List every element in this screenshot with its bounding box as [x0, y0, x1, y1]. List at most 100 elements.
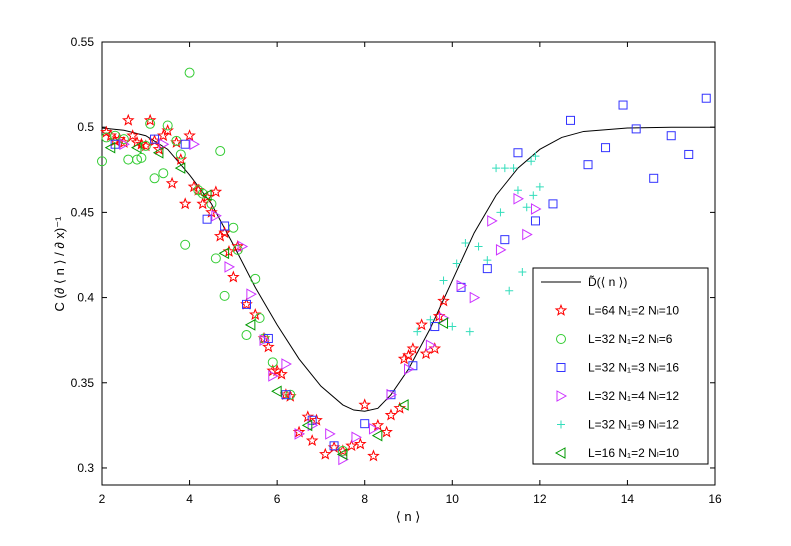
- data-point: [482, 264, 492, 274]
- data-point: [262, 340, 275, 353]
- data-point: [319, 447, 332, 460]
- data-point: [371, 429, 383, 442]
- data-point: [522, 203, 531, 212]
- data-point: [483, 256, 492, 265]
- data-point: [178, 197, 192, 210]
- data-point: [104, 141, 116, 154]
- data-point: [500, 164, 509, 173]
- data-point: [583, 160, 593, 170]
- data-point: [368, 422, 380, 435]
- data-point: [437, 317, 449, 329]
- data-point: [402, 348, 415, 361]
- data-point: [241, 299, 251, 309]
- series-6: [104, 141, 449, 461]
- y-axis-label: C (∂ ⟨ n ⟩ / ∂ x)⁻¹: [52, 216, 67, 312]
- data-point: [509, 164, 518, 173]
- data-point: [213, 229, 227, 242]
- legend-marker-sample: [554, 303, 568, 316]
- y-tick-label: 0.5: [77, 120, 94, 134]
- data-point: [430, 322, 440, 332]
- data-point: [428, 342, 442, 355]
- data-point: [209, 185, 223, 198]
- x-tick-label: 16: [708, 492, 722, 506]
- data-point: [218, 226, 231, 239]
- legend-entry-label: L=16 N₁=2 Nₗ=10: [588, 446, 679, 460]
- data-point: [227, 270, 240, 283]
- data-point: [130, 141, 142, 154]
- data-point: [281, 390, 291, 400]
- data-point: [425, 339, 437, 352]
- data-point: [492, 164, 501, 173]
- data-point: [415, 318, 428, 331]
- data-point: [307, 419, 319, 432]
- x-axis: 2 4 6 8 10 12 14 16: [99, 42, 722, 506]
- series-5: [413, 152, 544, 336]
- data-point: [139, 139, 153, 152]
- data-point: [469, 291, 481, 304]
- data-point: [505, 286, 514, 295]
- data-point: [211, 209, 222, 222]
- data-point: [161, 123, 174, 136]
- y-tick-label: 0.4: [77, 291, 94, 305]
- data-point: [566, 115, 576, 125]
- data-point: [97, 156, 107, 167]
- data-point: [301, 419, 313, 432]
- data-point: [145, 118, 156, 129]
- data-point: [263, 333, 273, 343]
- data-point: [529, 191, 538, 200]
- data-point: [244, 318, 256, 331]
- data-point: [189, 138, 200, 151]
- data-point: [618, 100, 628, 110]
- legend-entry-label: D̃(⟨ n ⟩): [588, 274, 627, 289]
- data-point: [666, 131, 676, 141]
- x-tick-label: 4: [186, 492, 193, 506]
- data-point: [380, 425, 393, 438]
- data-point: [437, 294, 450, 307]
- legend-entry-label: L=32 N₁=2 Nₗ=6: [588, 332, 673, 346]
- legend-entry-label: L=32 N₁=9 Nₗ=12: [588, 418, 679, 432]
- data-point: [170, 135, 183, 148]
- data-point: [325, 428, 336, 440]
- data-point: [406, 342, 420, 355]
- data-point: [215, 146, 226, 157]
- data-point: [495, 244, 507, 256]
- data-point: [143, 113, 157, 126]
- data-point: [336, 448, 348, 461]
- data-point: [397, 352, 411, 365]
- data-point: [275, 367, 288, 380]
- data-point: [180, 139, 190, 149]
- data-point: [371, 418, 385, 431]
- data-point: [174, 152, 188, 165]
- data-point: [701, 93, 711, 103]
- data-point: [465, 327, 474, 336]
- data-point: [393, 401, 407, 414]
- x-axis-label: ⟨ n ⟩: [396, 509, 421, 524]
- legend-marker-sample: [556, 334, 566, 344]
- data-point: [487, 215, 498, 227]
- data-point: [513, 186, 522, 195]
- data-point: [281, 358, 292, 370]
- data-point: [259, 334, 271, 347]
- data-point: [158, 168, 169, 179]
- data-point: [413, 327, 422, 336]
- legend-marker-sample: [554, 447, 566, 459]
- data-point: [522, 228, 533, 241]
- y-tick-label: 0.45: [71, 205, 95, 219]
- data-point: [649, 173, 659, 183]
- legend-marker-sample: [556, 390, 568, 402]
- x-tick-label: 8: [361, 492, 368, 506]
- data-point: [218, 247, 230, 260]
- data-point: [224, 261, 236, 273]
- data-point: [150, 134, 160, 144]
- data-point: [530, 203, 542, 215]
- data-point: [202, 214, 212, 224]
- series-layer: [97, 67, 715, 466]
- data-point: [351, 431, 362, 444]
- data-point: [183, 129, 196, 142]
- y-tick-label: 0.35: [71, 376, 95, 390]
- legend-box: [532, 267, 709, 465]
- data-point: [119, 138, 130, 151]
- data-point: [461, 239, 470, 248]
- data-point: [126, 129, 139, 142]
- data-point: [305, 434, 319, 447]
